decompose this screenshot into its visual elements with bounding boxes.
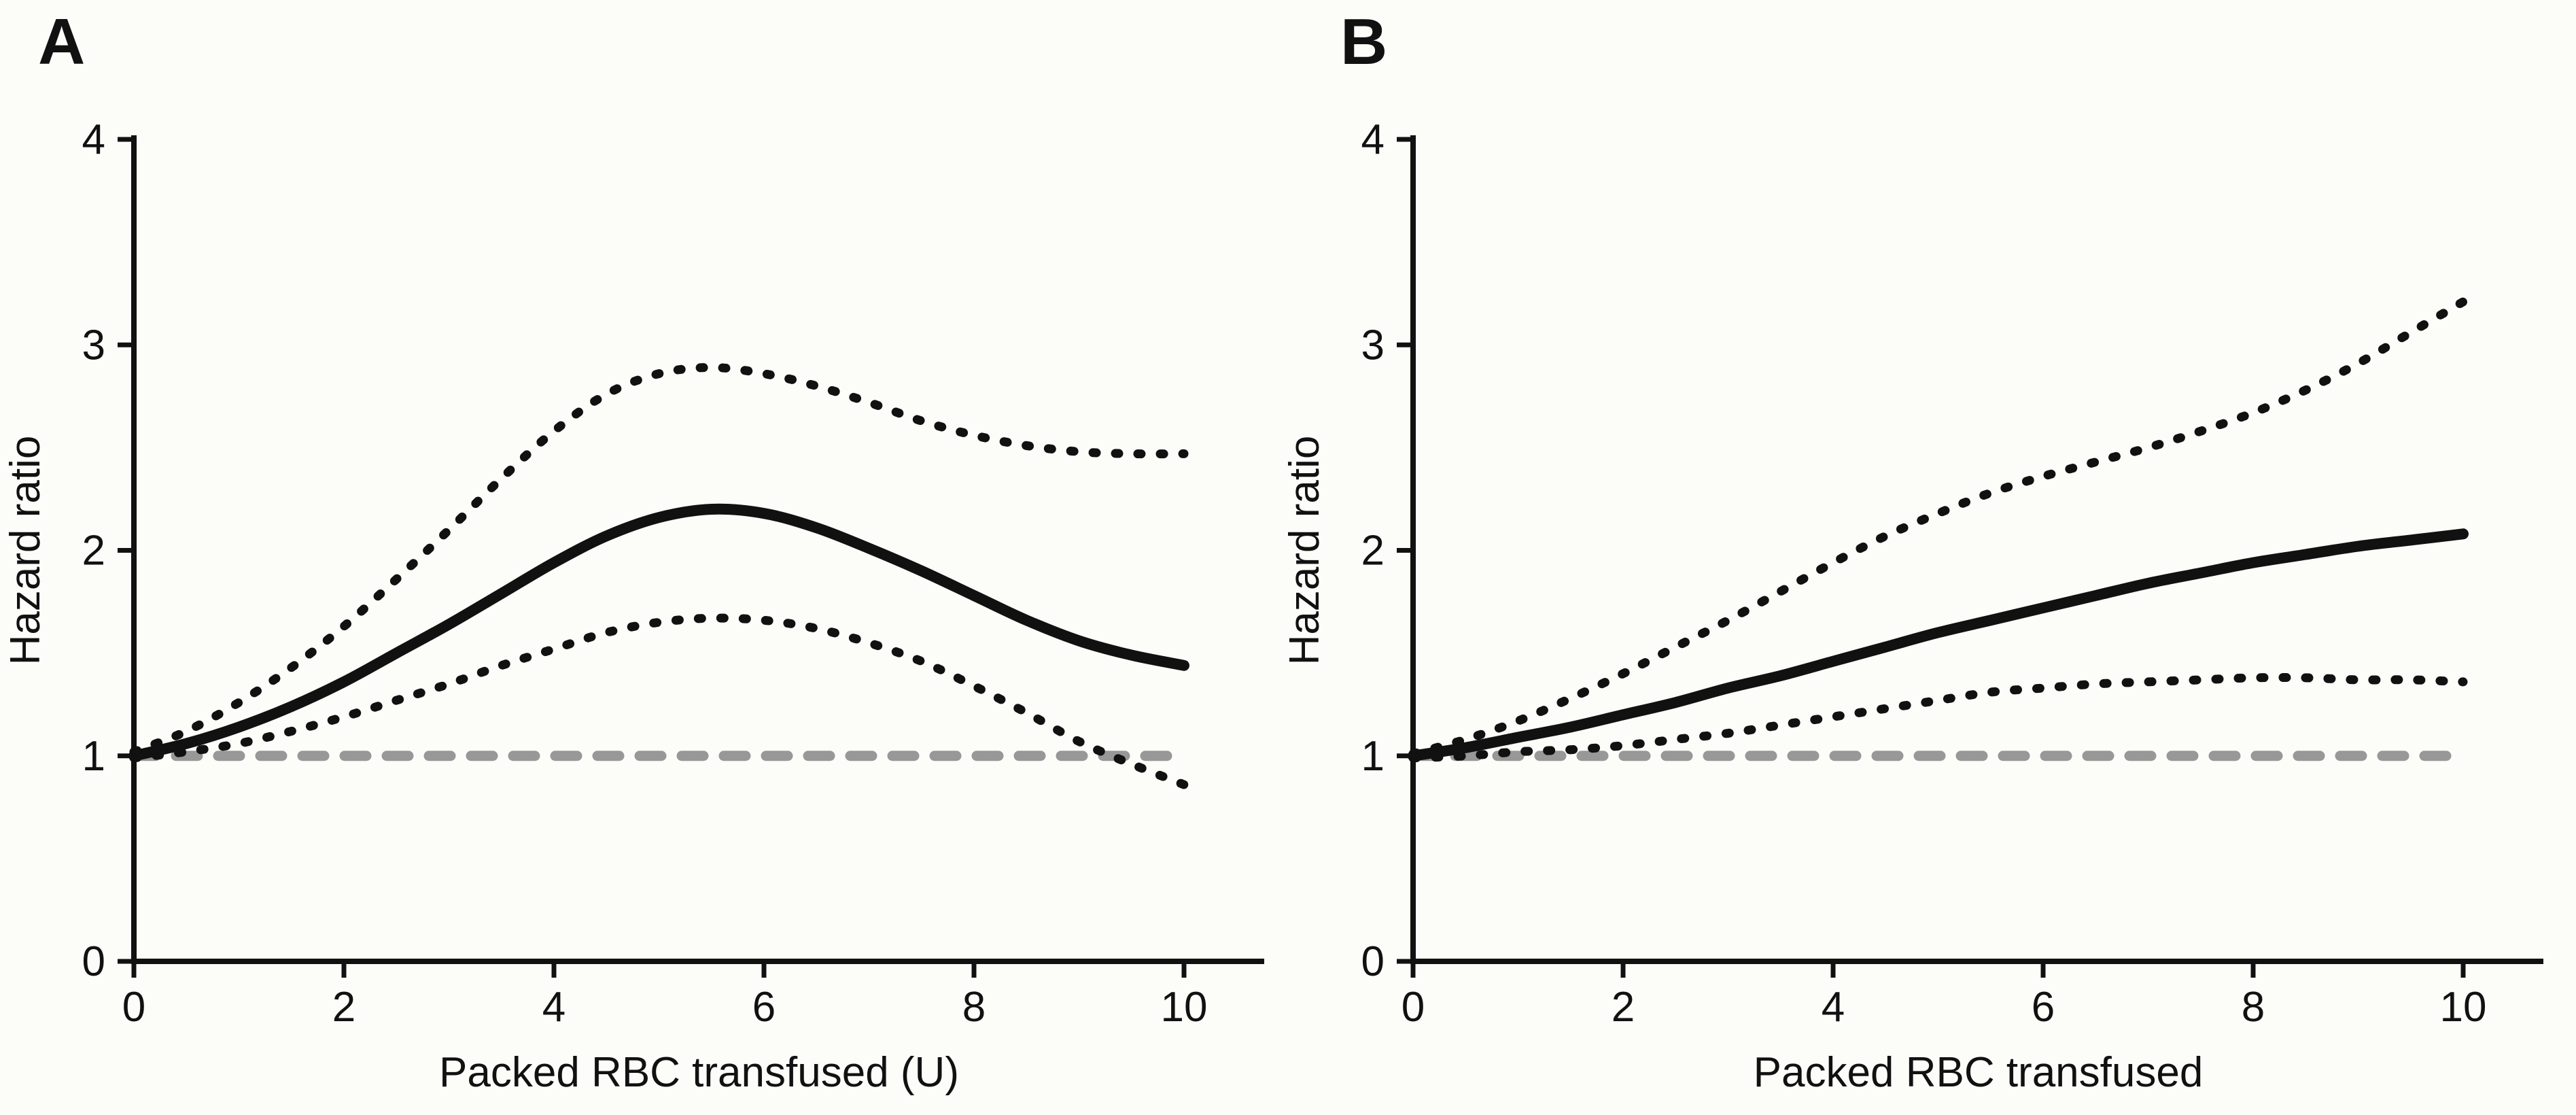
panel-a-x-axis-title: Packed RBC transfused (U) [439,1049,959,1096]
panel-a-x-tick-label-2: 2 [332,984,355,1031]
panel-a-x-tick-label-8: 8 [962,984,986,1031]
panel-b-y-axis-title: Hazard ratio [1281,436,1328,666]
panel-a-x-tick-label-0: 0 [122,984,145,1031]
panel-b-x-tick-label-8: 8 [2242,984,2265,1031]
panel-b-y-tick-label-1: 1 [1361,733,1385,780]
panel-a-y-axis-title: Hazard ratio [2,436,49,666]
panel-b: B 0 1 2 3 4 0 2 4 6 8 10 Packed RBC transfused Hazard… [1281,5,2543,1096]
panel-b-estimate-curve [1408,528,2469,761]
panel-b-upper-ci-curve [1408,297,2468,759]
panel-a-lower-ci-curve [129,613,1189,789]
panel-b-x-tick-label-0: 0 [1402,984,1425,1031]
panel-a-y-tick-label-1: 1 [82,733,105,780]
panel-a: A 0 1 2 3 4 0 2 4 6 8 10 Packed RBC transfused (U) Ha… [2,5,1264,1096]
panel-a-y-tick-label-4: 4 [82,116,105,163]
panel-b-x-tick-label-6: 6 [2032,984,2055,1031]
panel-a-y-tick-label-2: 2 [82,528,105,574]
panel-b-x-tick-label-10: 10 [2440,984,2487,1031]
panel-a-x-tick-label-4: 4 [542,984,565,1031]
panel-a-y-tick-label-0: 0 [82,938,105,985]
panel-a-label: A [38,5,85,78]
panel-b-lower-ci-curve [1408,673,2468,763]
panel-a-estimate-curve [128,503,1189,761]
panel-a-upper-ci-curve [129,362,1189,757]
panel-b-y-tick-label-3: 3 [1361,322,1385,368]
panel-b-y-tick-label-0: 0 [1361,938,1385,985]
panel-a-x-tick-label-10: 10 [1161,984,1208,1031]
panel-a-x-tick-label-6: 6 [752,984,776,1031]
panel-b-label: B [1340,5,1387,78]
panel-a-y-tick-label-3: 3 [82,322,105,368]
panel-b-x-tick-label-2: 2 [1612,984,1635,1031]
panel-b-x-axis-title: Packed RBC transfused [1754,1049,2204,1096]
panel-b-x-tick-label-4: 4 [1822,984,1845,1031]
panel-b-y-tick-label-2: 2 [1361,528,1385,574]
panel-b-y-tick-label-4: 4 [1361,116,1385,163]
